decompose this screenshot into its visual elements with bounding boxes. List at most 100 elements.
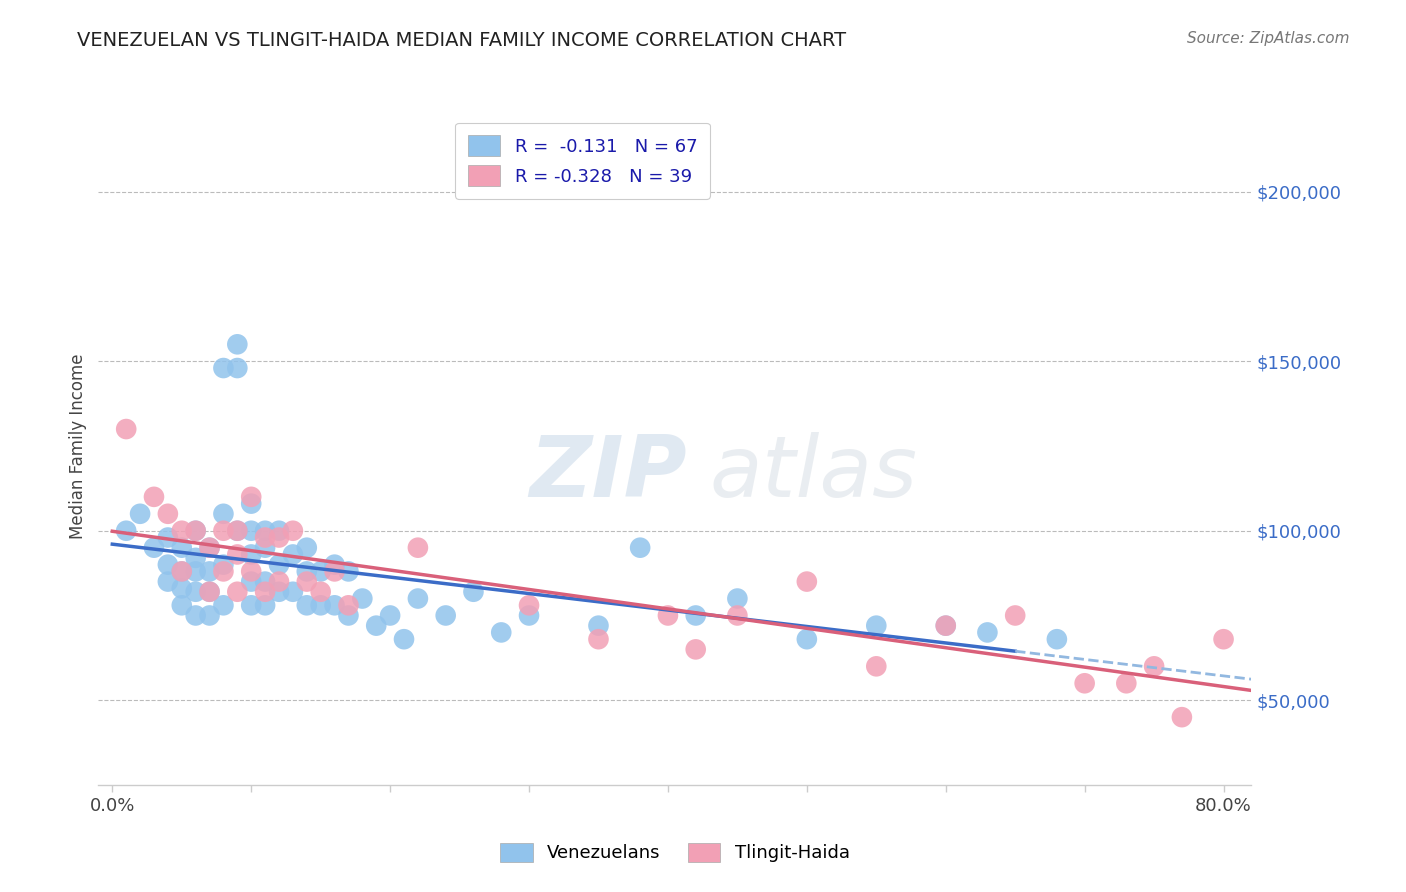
Point [184, 584, 207, 599]
Point [212, 599, 235, 613]
Point [226, 584, 249, 599]
Point [212, 558, 235, 572]
Point [323, 565, 346, 579]
Point [588, 618, 610, 632]
Point [517, 599, 540, 613]
Point [115, 524, 138, 538]
Point [198, 584, 221, 599]
Point [657, 608, 679, 623]
Point [156, 507, 179, 521]
Point [491, 625, 513, 640]
Point [281, 524, 304, 538]
Point [392, 632, 415, 647]
Point [170, 524, 193, 538]
Point [115, 422, 138, 436]
Point [1212, 632, 1234, 647]
Point [309, 584, 332, 599]
Point [337, 608, 360, 623]
Point [240, 497, 263, 511]
Point [240, 524, 263, 538]
Point [281, 548, 304, 562]
Y-axis label: Median Family Income: Median Family Income [69, 353, 87, 539]
Point [267, 584, 290, 599]
Point [865, 618, 887, 632]
Point [254, 531, 277, 545]
Point [406, 541, 429, 555]
Point [184, 524, 207, 538]
Point [281, 584, 304, 599]
Point [184, 565, 207, 579]
Point [1115, 676, 1137, 690]
Point [212, 565, 235, 579]
Point [226, 548, 249, 562]
Point [129, 507, 152, 521]
Point [254, 541, 277, 555]
Point [254, 524, 277, 538]
Point [267, 524, 290, 538]
Point [323, 558, 346, 572]
Point [184, 608, 207, 623]
Point [295, 574, 318, 589]
Text: atlas: atlas [710, 432, 918, 515]
Point [337, 565, 360, 579]
Point [366, 618, 388, 632]
Point [295, 541, 318, 555]
Point [628, 541, 651, 555]
Point [212, 507, 235, 521]
Point [796, 574, 818, 589]
Point [1004, 608, 1026, 623]
Point [143, 490, 166, 504]
Point [588, 632, 610, 647]
Point [226, 337, 249, 351]
Point [267, 574, 290, 589]
Point [198, 608, 221, 623]
Point [267, 558, 290, 572]
Point [309, 565, 332, 579]
Legend: Venezuelans, Tlingit-Haida: Venezuelans, Tlingit-Haida [494, 836, 856, 870]
Point [170, 599, 193, 613]
Text: ZIP: ZIP [529, 432, 686, 515]
Point [254, 584, 277, 599]
Point [685, 642, 707, 657]
Legend: R =  -0.131   N = 67, R = -0.328   N = 39: R = -0.131 N = 67, R = -0.328 N = 39 [456, 123, 710, 199]
Point [434, 608, 457, 623]
Point [254, 574, 277, 589]
Point [725, 608, 748, 623]
Point [226, 524, 249, 538]
Point [240, 490, 263, 504]
Point [1046, 632, 1069, 647]
Point [463, 584, 485, 599]
Point [226, 361, 249, 376]
Text: Source: ZipAtlas.com: Source: ZipAtlas.com [1187, 31, 1350, 46]
Point [295, 565, 318, 579]
Point [156, 558, 179, 572]
Point [240, 565, 263, 579]
Point [323, 599, 346, 613]
Point [295, 599, 318, 613]
Point [156, 574, 179, 589]
Point [865, 659, 887, 673]
Point [976, 625, 998, 640]
Point [170, 565, 193, 579]
Point [170, 582, 193, 596]
Point [156, 531, 179, 545]
Point [1143, 659, 1166, 673]
Text: VENEZUELAN VS TLINGIT-HAIDA MEDIAN FAMILY INCOME CORRELATION CHART: VENEZUELAN VS TLINGIT-HAIDA MEDIAN FAMIL… [77, 31, 846, 50]
Point [143, 541, 166, 555]
Point [198, 565, 221, 579]
Point [685, 608, 707, 623]
Point [935, 618, 957, 632]
Point [170, 565, 193, 579]
Point [198, 541, 221, 555]
Point [240, 574, 263, 589]
Point [1171, 710, 1194, 724]
Point [267, 531, 290, 545]
Point [198, 584, 221, 599]
Point [212, 361, 235, 376]
Point [352, 591, 374, 606]
Point [240, 548, 263, 562]
Point [309, 599, 332, 613]
Point [212, 524, 235, 538]
Point [198, 541, 221, 555]
Point [240, 599, 263, 613]
